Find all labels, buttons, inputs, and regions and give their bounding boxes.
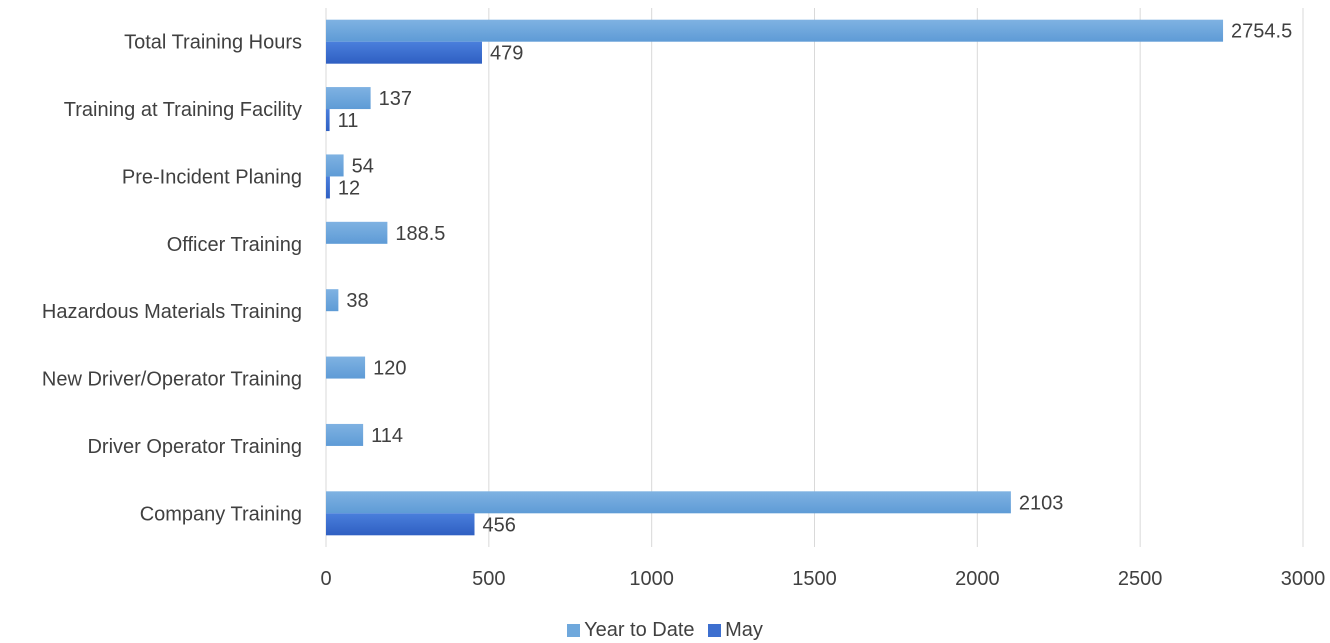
legend-label-year-to-date: Year to Date <box>584 619 695 641</box>
data-label-year-to-date: 38 <box>346 290 368 312</box>
category-label: Driver Operator Training <box>87 436 302 458</box>
x-tick-label: 1500 <box>792 568 837 590</box>
bar-may <box>326 513 475 536</box>
x-tick-label: 3000 <box>1281 568 1326 590</box>
legend-swatch-may <box>708 624 722 637</box>
bars <box>326 19 1224 536</box>
data-label-year-to-date: 54 <box>352 155 374 177</box>
x-tick-label: 2000 <box>955 568 1000 590</box>
x-tick-label: 1000 <box>629 568 674 590</box>
category-label: Hazardous Materials Training <box>42 301 302 323</box>
bar-may <box>326 109 330 132</box>
data-label-year-to-date: 114 <box>371 425 403 447</box>
category-label: New Driver/Operator Training <box>42 369 302 391</box>
data-label-year-to-date: 2754.5 <box>1231 21 1292 43</box>
category-label: Pre-Incident Planing <box>122 166 302 188</box>
value-axis-labels: 0 500 1000 1500 2000 2500 3000 <box>320 568 1325 590</box>
bar-year-to-date <box>326 154 344 177</box>
data-label-may: 456 <box>483 514 516 536</box>
data-label-may: 479 <box>490 43 523 65</box>
category-axis-labels: Total Training Hours Training at Training… <box>42 32 302 526</box>
bar-year-to-date <box>326 491 1011 514</box>
data-label-year-to-date: 137 <box>379 88 412 110</box>
category-label: Officer Training <box>167 234 302 256</box>
data-label-may: 11 <box>338 110 359 132</box>
category-label: Training at Training Facility <box>64 99 302 121</box>
x-tick-label: 2500 <box>1118 568 1163 590</box>
bar-year-to-date <box>326 289 339 312</box>
legend: Year to Date May <box>0 619 1330 643</box>
category-label: Total Training Hours <box>124 32 302 54</box>
bar-year-to-date <box>326 221 388 244</box>
bar-year-to-date <box>326 423 364 446</box>
bar-may <box>326 41 482 64</box>
legend-swatch-year-to-date <box>567 624 581 637</box>
data-label-year-to-date: 188.5 <box>395 223 445 245</box>
data-label-year-to-date: 2103 <box>1019 492 1063 514</box>
data-label-year-to-date: 120 <box>373 358 406 380</box>
bar-may <box>326 176 330 199</box>
legend-item-may: May <box>708 619 763 642</box>
gridlines <box>325 8 1304 547</box>
legend-label-may: May <box>725 619 763 641</box>
bar-year-to-date <box>326 87 371 110</box>
legend-item-year-to-date: Year to Date <box>567 619 695 642</box>
data-label-may: 12 <box>338 177 360 199</box>
bar-year-to-date <box>326 356 366 379</box>
x-tick-label: 0 <box>320 568 331 590</box>
category-label: Company Training <box>140 503 302 525</box>
x-tick-label: 500 <box>472 568 505 590</box>
bar-year-to-date <box>326 19 1224 42</box>
